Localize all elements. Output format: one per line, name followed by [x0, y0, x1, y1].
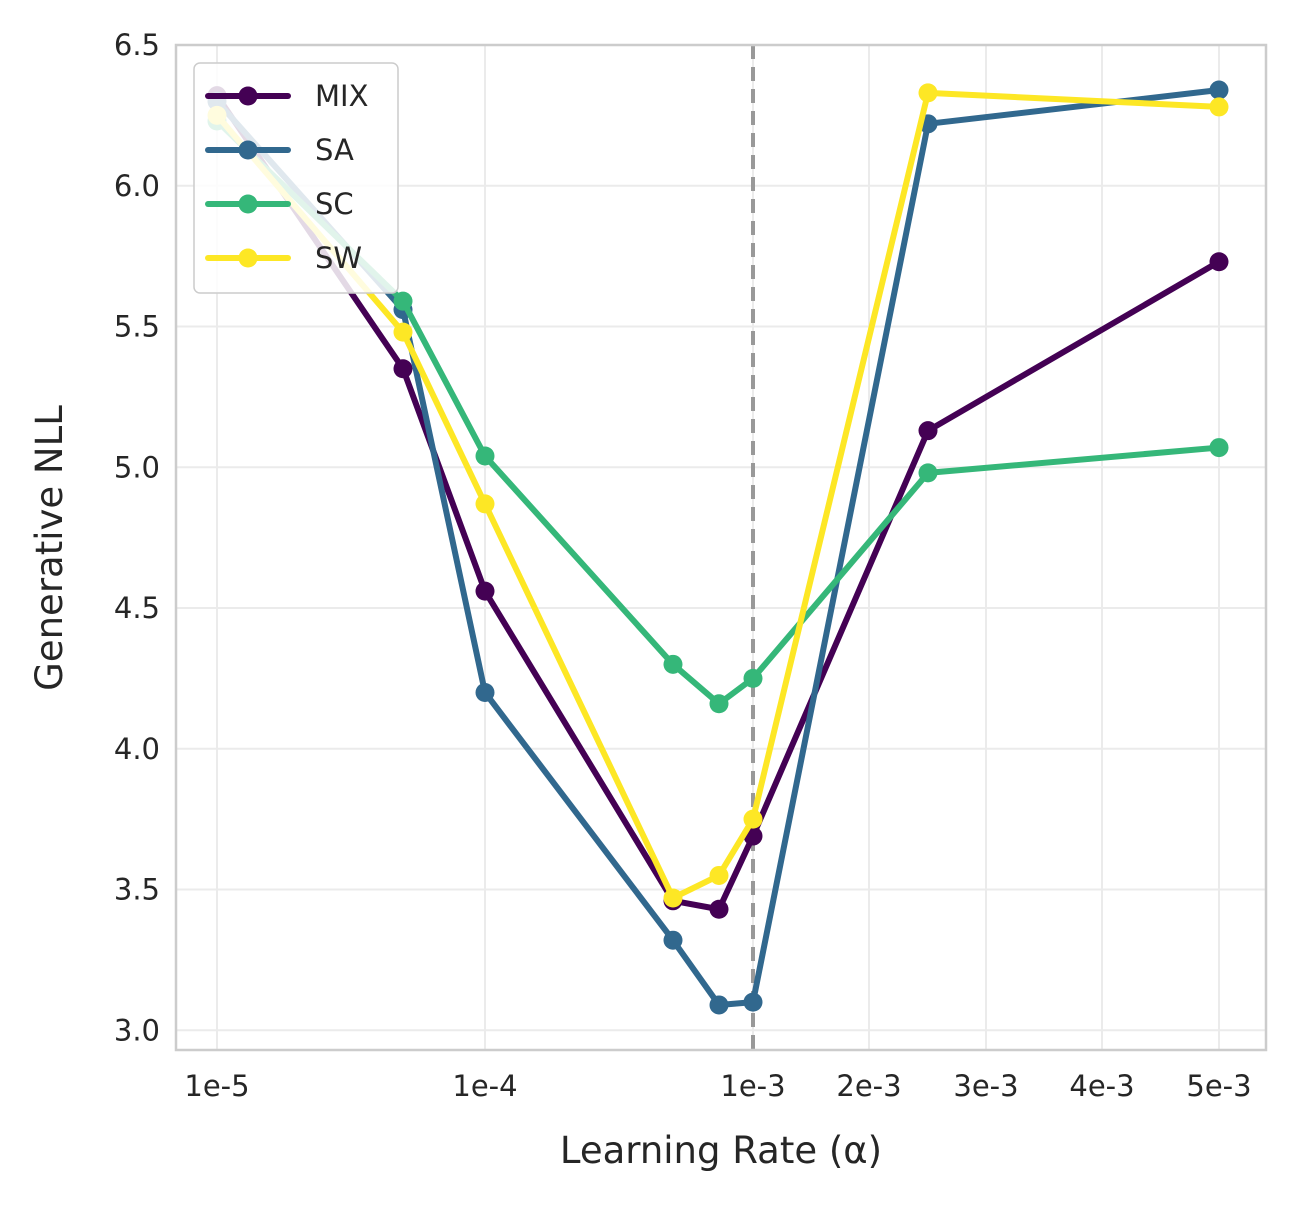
- x-tick-label: 2e-3: [836, 1069, 901, 1103]
- legend-label: MIX: [315, 79, 368, 113]
- y-tick-label: 3.0: [114, 1013, 160, 1047]
- y-tick-label: 5.5: [114, 310, 160, 344]
- y-tick-label: 4.5: [114, 591, 160, 625]
- series-line-sa: [214, 87, 1222, 1008]
- data-point-sc: [709, 694, 729, 714]
- legend-marker: [238, 194, 258, 214]
- y-tick-label: 6.5: [114, 28, 160, 62]
- y-tick-label: 6.0: [114, 169, 160, 203]
- data-point-sa: [1209, 80, 1229, 100]
- data-point-sc: [743, 668, 763, 688]
- legend-marker: [238, 248, 258, 268]
- data-point-sw: [709, 865, 729, 885]
- legend-label: SC: [315, 187, 354, 221]
- data-point-sc: [663, 654, 683, 674]
- legend-entry-sw: SW: [205, 241, 362, 275]
- data-point-mix: [918, 421, 938, 441]
- data-point-sw: [663, 888, 683, 908]
- legend-entry-mix: MIX: [205, 79, 368, 113]
- x-tick-label: 4e-3: [1069, 1069, 1134, 1103]
- legend: MIX SA SC SW: [193, 62, 399, 294]
- x-tick-label: 5e-3: [1186, 1069, 1251, 1103]
- x-tick-label: 1e-5: [184, 1069, 249, 1103]
- series-mix: [207, 86, 1229, 919]
- data-point-sa: [663, 930, 683, 950]
- series-sa: [207, 80, 1229, 1015]
- data-point-mix: [475, 581, 495, 601]
- data-point-sa: [475, 682, 495, 702]
- y-axis-title: Generative NLL: [28, 405, 71, 691]
- legend-marker: [238, 86, 258, 106]
- data-point-mix: [1209, 252, 1229, 272]
- legend-entry-sc: SC: [205, 187, 354, 221]
- y-tick-label: 4.0: [114, 732, 160, 766]
- series-line-sw: [214, 89, 1222, 901]
- data-point-sw: [393, 322, 413, 342]
- data-point-sc: [1209, 438, 1229, 458]
- data-point-sa: [743, 992, 763, 1012]
- plot-frame: [174, 43, 1268, 1052]
- x-tick-label: 1e-4: [452, 1069, 517, 1103]
- y-tick-label: 3.5: [114, 873, 160, 907]
- tick-labels: 3.0 3.5 4.0 4.5 5.0 5.5 6.0 6.5 1e-5 1e-4 1e-3 2e-3…: [114, 28, 1252, 1103]
- legend-label: SW: [315, 241, 362, 275]
- x-axis-title: Learning Rate (α): [560, 1129, 882, 1172]
- data-point-mix: [709, 899, 729, 919]
- legend-label: SA: [315, 133, 354, 167]
- legend-entry-sa: SA: [205, 133, 354, 167]
- series-line-mix: [214, 92, 1222, 913]
- series-line-sc: [214, 118, 1222, 707]
- data-point-sc: [393, 291, 413, 311]
- y-tick-label: 5.0: [114, 450, 160, 484]
- x-tick-label: 1e-3: [720, 1069, 785, 1103]
- legend-box: [193, 62, 399, 294]
- data-point-sw: [1209, 97, 1229, 117]
- data-point-mix: [393, 359, 413, 379]
- data-point-sw: [475, 494, 495, 514]
- data-point-sw: [918, 83, 938, 103]
- series-layer: [207, 80, 1229, 1015]
- data-point-sa: [709, 995, 729, 1015]
- legend-marker: [238, 140, 258, 160]
- data-point-sc: [918, 463, 938, 483]
- x-tick-label: 3e-3: [953, 1069, 1018, 1103]
- data-point-sc: [475, 446, 495, 466]
- data-point-sw: [743, 809, 763, 829]
